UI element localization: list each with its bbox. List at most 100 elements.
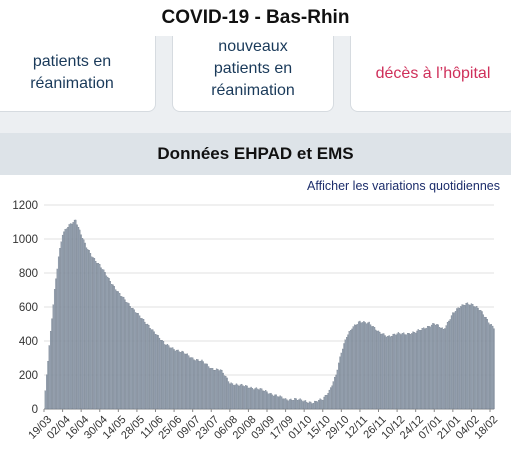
chart-bar: [323, 396, 325, 410]
chart-bar: [284, 398, 287, 410]
chart-bar: [290, 398, 292, 410]
chart-bar: [263, 390, 265, 410]
chart-bar: [269, 393, 271, 410]
chart-bar: [153, 331, 155, 410]
chart-bar: [148, 325, 150, 410]
chart-bar: [156, 334, 158, 410]
chart-bar: [476, 306, 478, 410]
chart-bar: [189, 357, 191, 410]
chart-bar: [340, 352, 342, 410]
chart-bar: [369, 324, 372, 410]
chart-bar: [421, 328, 423, 410]
chart-bar: [123, 296, 125, 410]
chart-bar: [393, 333, 396, 410]
chart-bar: [168, 345, 170, 410]
chart-bar: [63, 231, 65, 410]
chart-bar: [158, 337, 161, 410]
chart-bar: [407, 333, 409, 410]
chart-bar: [274, 394, 276, 410]
chart-bar: [450, 315, 453, 410]
chart-bar: [80, 234, 82, 410]
chart-bar: [432, 323, 434, 410]
chart-bar: [199, 360, 202, 410]
chart-bar: [111, 284, 113, 410]
chart-bar: [178, 351, 181, 410]
chart-bar: [157, 335, 159, 410]
chart-bar: [472, 304, 474, 410]
chart-bar: [373, 327, 376, 410]
chart-bar: [480, 310, 482, 410]
card-label: décès à l’hôpital: [375, 65, 491, 82]
chart-bar: [412, 331, 414, 410]
chart-bar: [449, 319, 451, 410]
chart-bar: [149, 328, 151, 410]
chart-bar: [464, 305, 466, 410]
chart-bar: [99, 264, 101, 410]
chart-bar: [388, 335, 390, 410]
y-tick-label: 400: [19, 336, 38, 348]
chart-bar: [226, 377, 228, 410]
chart-bar: [409, 334, 412, 410]
chart-bar: [460, 306, 462, 410]
chart-bar: [105, 275, 108, 410]
y-tick-label: 0: [32, 404, 38, 416]
chart-bar: [457, 307, 459, 410]
chart-bar: [166, 344, 169, 410]
chart-bar: [286, 399, 288, 410]
chart-bar: [100, 267, 102, 410]
chart-bar: [279, 395, 281, 410]
chart-bar: [87, 249, 89, 410]
chart-bar: [385, 336, 388, 410]
y-tick-label: 1000: [12, 234, 38, 246]
chart-bar: [336, 369, 339, 410]
chart-bar: [207, 366, 210, 410]
chart-bar: [311, 403, 313, 410]
card-new-reanimation-patients[interactable]: nouveaux patients en réanimation: [172, 36, 334, 112]
chart-bar: [400, 334, 402, 410]
chart-bar: [230, 382, 232, 410]
chart-bar: [221, 369, 223, 410]
card-hospital-deaths[interactable]: décès à l’hôpital: [350, 36, 511, 112]
chart-bar: [461, 304, 463, 410]
chart-bar: [392, 333, 394, 410]
chart-bar: [383, 333, 385, 410]
chart-bar: [161, 340, 163, 410]
chart-bar: [438, 327, 441, 410]
chart-bar: [314, 400, 316, 410]
chart-bar: [278, 396, 280, 410]
chart-bar: [222, 372, 224, 410]
chart-bar: [192, 357, 194, 410]
chart-bar: [237, 384, 239, 410]
chart-bar: [117, 291, 119, 410]
chart-bar: [405, 334, 408, 410]
chart-bar: [280, 396, 283, 410]
chart-bar: [61, 234, 64, 410]
chart-bar: [434, 324, 437, 410]
y-tick-label: 600: [19, 302, 38, 314]
chart-bar: [134, 312, 137, 410]
chart-bar: [176, 349, 178, 410]
chart-bar: [103, 269, 105, 410]
chart-bar: [319, 398, 321, 410]
chart-bar: [55, 278, 57, 410]
card-reanimation-patients[interactable]: patients en réanimation: [0, 36, 156, 112]
chart-bar: [112, 284, 114, 410]
chart-bar: [67, 227, 69, 410]
chart-bar: [445, 325, 447, 410]
chart-bar: [391, 335, 393, 410]
chart-bar: [493, 328, 495, 410]
chart-bar: [213, 369, 215, 410]
chart-bar: [197, 359, 199, 410]
daily-variations-toggle[interactable]: Afficher les variations quotidiennes: [307, 179, 500, 193]
chart-bar: [416, 330, 418, 410]
chart-bar: [436, 324, 438, 410]
chart-bar: [270, 392, 272, 410]
chart-bar: [72, 222, 74, 410]
chart-bar: [303, 400, 305, 410]
chart-bar: [49, 330, 52, 410]
chart-bar: [401, 333, 404, 410]
chart-bar: [194, 360, 196, 410]
chart-bar: [484, 316, 486, 410]
app-header: COVID-19 - Bas-Rhin: [0, 0, 511, 36]
chart-bar: [52, 304, 54, 410]
